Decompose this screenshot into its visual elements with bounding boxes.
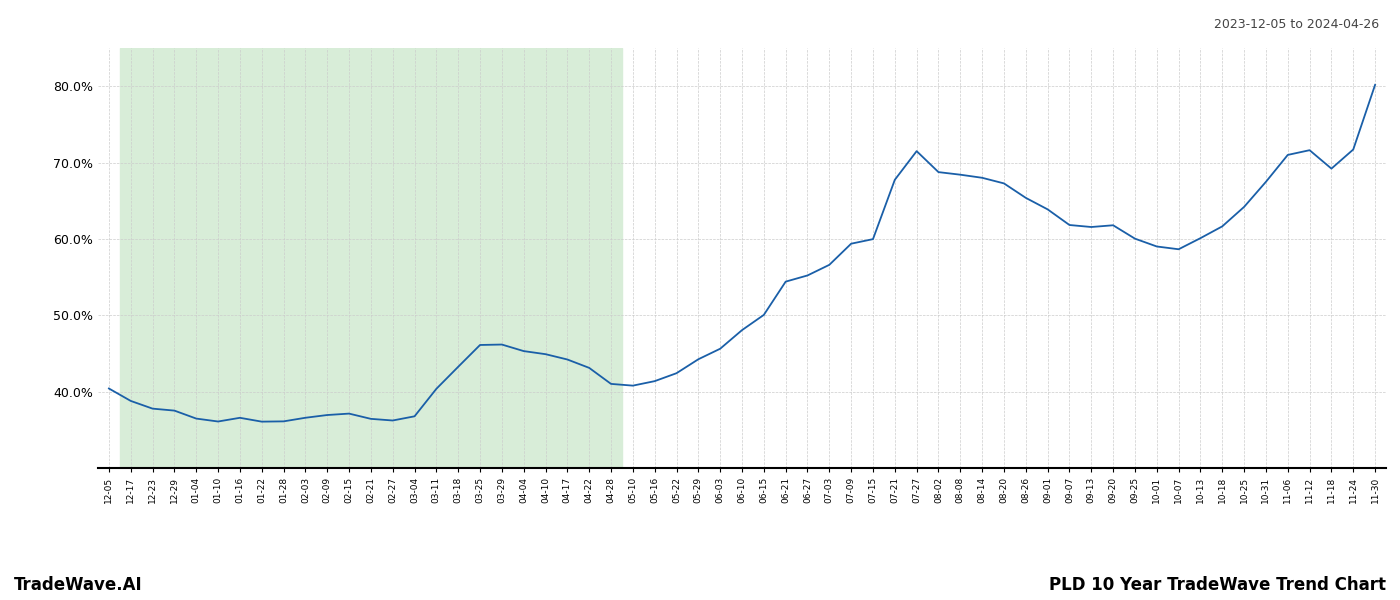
Bar [120, 48, 622, 468]
Text: 2023-12-05 to 2024-04-26: 2023-12-05 to 2024-04-26 [1214, 18, 1379, 31]
Text: PLD 10 Year TradeWave Trend Chart: PLD 10 Year TradeWave Trend Chart [1049, 576, 1386, 594]
Text: TradeWave.AI: TradeWave.AI [14, 576, 143, 594]
